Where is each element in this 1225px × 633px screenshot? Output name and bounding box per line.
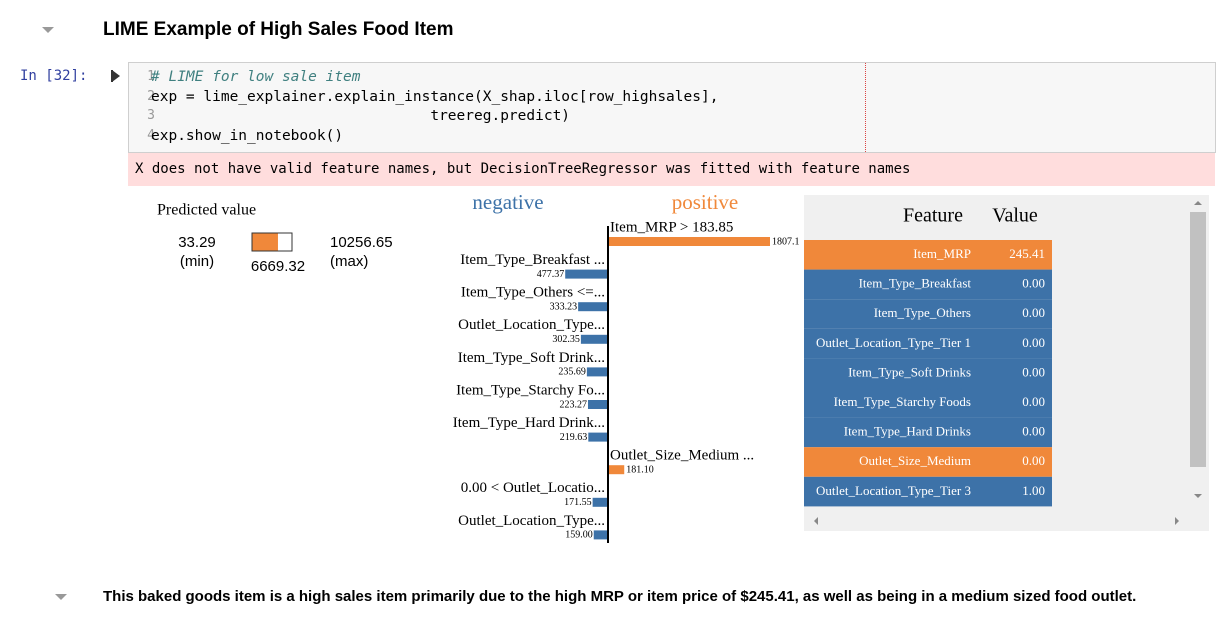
- table-row: [804, 299, 1052, 329]
- predicted-title: Predicted value: [157, 202, 256, 219]
- warning-text: X does not have valid feature names, but…: [135, 161, 911, 177]
- value-label: 159.00: [565, 530, 593, 541]
- bar: [587, 400, 608, 409]
- table-row: [804, 388, 1052, 418]
- feature-cell: Item_Type_Hard Drinks: [844, 424, 971, 439]
- code-line: exp = lime_explainer.explain_instance(X_…: [151, 88, 719, 105]
- line-number: 4: [147, 127, 155, 143]
- run-button[interactable]: [112, 70, 120, 82]
- bar: [580, 334, 608, 344]
- positive-label: positive: [672, 190, 739, 214]
- feature-cell: Item_MRP: [913, 246, 971, 261]
- heading: LIME Example of High Sales Food Item: [103, 19, 454, 40]
- feature-label: 0.00 < Outlet_Locatio...: [461, 480, 605, 496]
- bar: [578, 302, 608, 312]
- feature-label: Item_Type_Others <=...: [461, 285, 605, 301]
- value-label: 477.37: [537, 269, 565, 280]
- bar: [588, 432, 608, 442]
- run-button-bar: [111, 70, 113, 82]
- feature-label: Outlet_Size_Medium ...: [610, 448, 754, 464]
- bar: [593, 530, 608, 540]
- table-header: Feature: [903, 205, 963, 227]
- feature-cell: Item_Type_Soft Drinks: [848, 364, 971, 379]
- table-header: Value: [992, 205, 1038, 227]
- value-cell: 0.00: [1022, 276, 1045, 291]
- feature-cell: Outlet_Location_Type_Tier 1: [816, 335, 971, 350]
- max-label: (max): [330, 253, 368, 270]
- min-value: 33.29: [178, 234, 216, 251]
- collapse-icon[interactable]: [55, 594, 67, 600]
- feature-label: Outlet_Location_Type...: [458, 317, 605, 333]
- collapse-icon[interactable]: [42, 27, 54, 33]
- table-row: [804, 358, 1052, 388]
- predicted-box-outline: [251, 232, 293, 252]
- code-line: treereg.predict): [151, 108, 571, 124]
- bar: [608, 465, 625, 475]
- feature-cell: Outlet_Location_Type_Tier 3: [816, 483, 971, 498]
- value-label: 333.23: [550, 301, 578, 312]
- value-label: 223.27: [559, 399, 587, 410]
- max-value: 10256.65: [330, 234, 393, 251]
- table-row: [804, 269, 1052, 300]
- feature-cell: Item_Type_Others: [874, 305, 971, 320]
- value-label: 302.35: [552, 334, 580, 345]
- code-cell[interactable]: 1 # LIME for low sale item 2 exp = lime_exp…: [128, 62, 1216, 153]
- value-cell: 0.00: [1022, 424, 1045, 439]
- feature-label: Item_Type_Soft Drink...: [458, 350, 605, 366]
- line-number: 2: [147, 88, 155, 104]
- feature-cell: Item_Type_Starchy Foods: [834, 394, 971, 409]
- table-row: [804, 417, 1052, 448]
- min-label: (min): [180, 253, 214, 270]
- note: This baked goods item is a high sales it…: [103, 588, 1137, 605]
- predicted-bar: [252, 233, 278, 251]
- value-cell: 1.00: [1022, 483, 1045, 498]
- line-number: 1: [147, 69, 155, 84]
- warning-box: X does not have valid feature names, but…: [128, 153, 1215, 186]
- feature-label: Item_Type_Starchy Fo...: [456, 382, 605, 398]
- feature-label: Item_MRP > 183.85: [610, 219, 733, 235]
- table-row: [804, 328, 1052, 359]
- value-cell: 245.41: [1009, 246, 1045, 261]
- line-number: 3: [147, 108, 155, 123]
- scrollbar-thumb[interactable]: [1190, 212, 1206, 467]
- value-cell: 0.00: [1022, 364, 1045, 379]
- value-cell: 0.00: [1022, 305, 1045, 320]
- value-label: 235.69: [558, 367, 586, 378]
- prompt: In [32]:: [20, 68, 88, 84]
- bar: [592, 497, 608, 507]
- value-label: 181.10: [626, 464, 654, 475]
- bar: [565, 269, 608, 279]
- feature-cell: Item_Type_Breakfast: [859, 276, 972, 291]
- value-cell: 0.00: [1022, 335, 1045, 350]
- predicted-value: 6669.32: [251, 258, 305, 275]
- bar: [586, 367, 608, 377]
- value-label: 219.63: [560, 432, 588, 443]
- table-row: [804, 240, 1052, 270]
- lime-output: Predicted value 33.29 (min) 10256.65 (max) 66…: [157, 190, 1209, 543]
- feature-cell: Outlet_Size_Medium: [859, 453, 971, 468]
- bar: [608, 237, 770, 246]
- ruler: [865, 63, 866, 152]
- code-line: exp.show_in_notebook(): [151, 127, 344, 144]
- feature-label: Outlet_Location_Type...: [458, 513, 605, 529]
- feature-label: Item_Type_Hard Drink...: [453, 415, 605, 431]
- value-label: 1807.1: [772, 236, 800, 247]
- code-line: # LIME for low sale item: [151, 69, 361, 85]
- value-cell: 0.00: [1022, 394, 1045, 409]
- negative-label: negative: [472, 190, 543, 214]
- feature-label: Item_Type_Breakfast ...: [460, 252, 605, 268]
- table-row: [804, 447, 1052, 477]
- value-cell: 0.00: [1022, 453, 1045, 468]
- table-row: [804, 476, 1052, 507]
- value-label: 171.55: [564, 497, 592, 508]
